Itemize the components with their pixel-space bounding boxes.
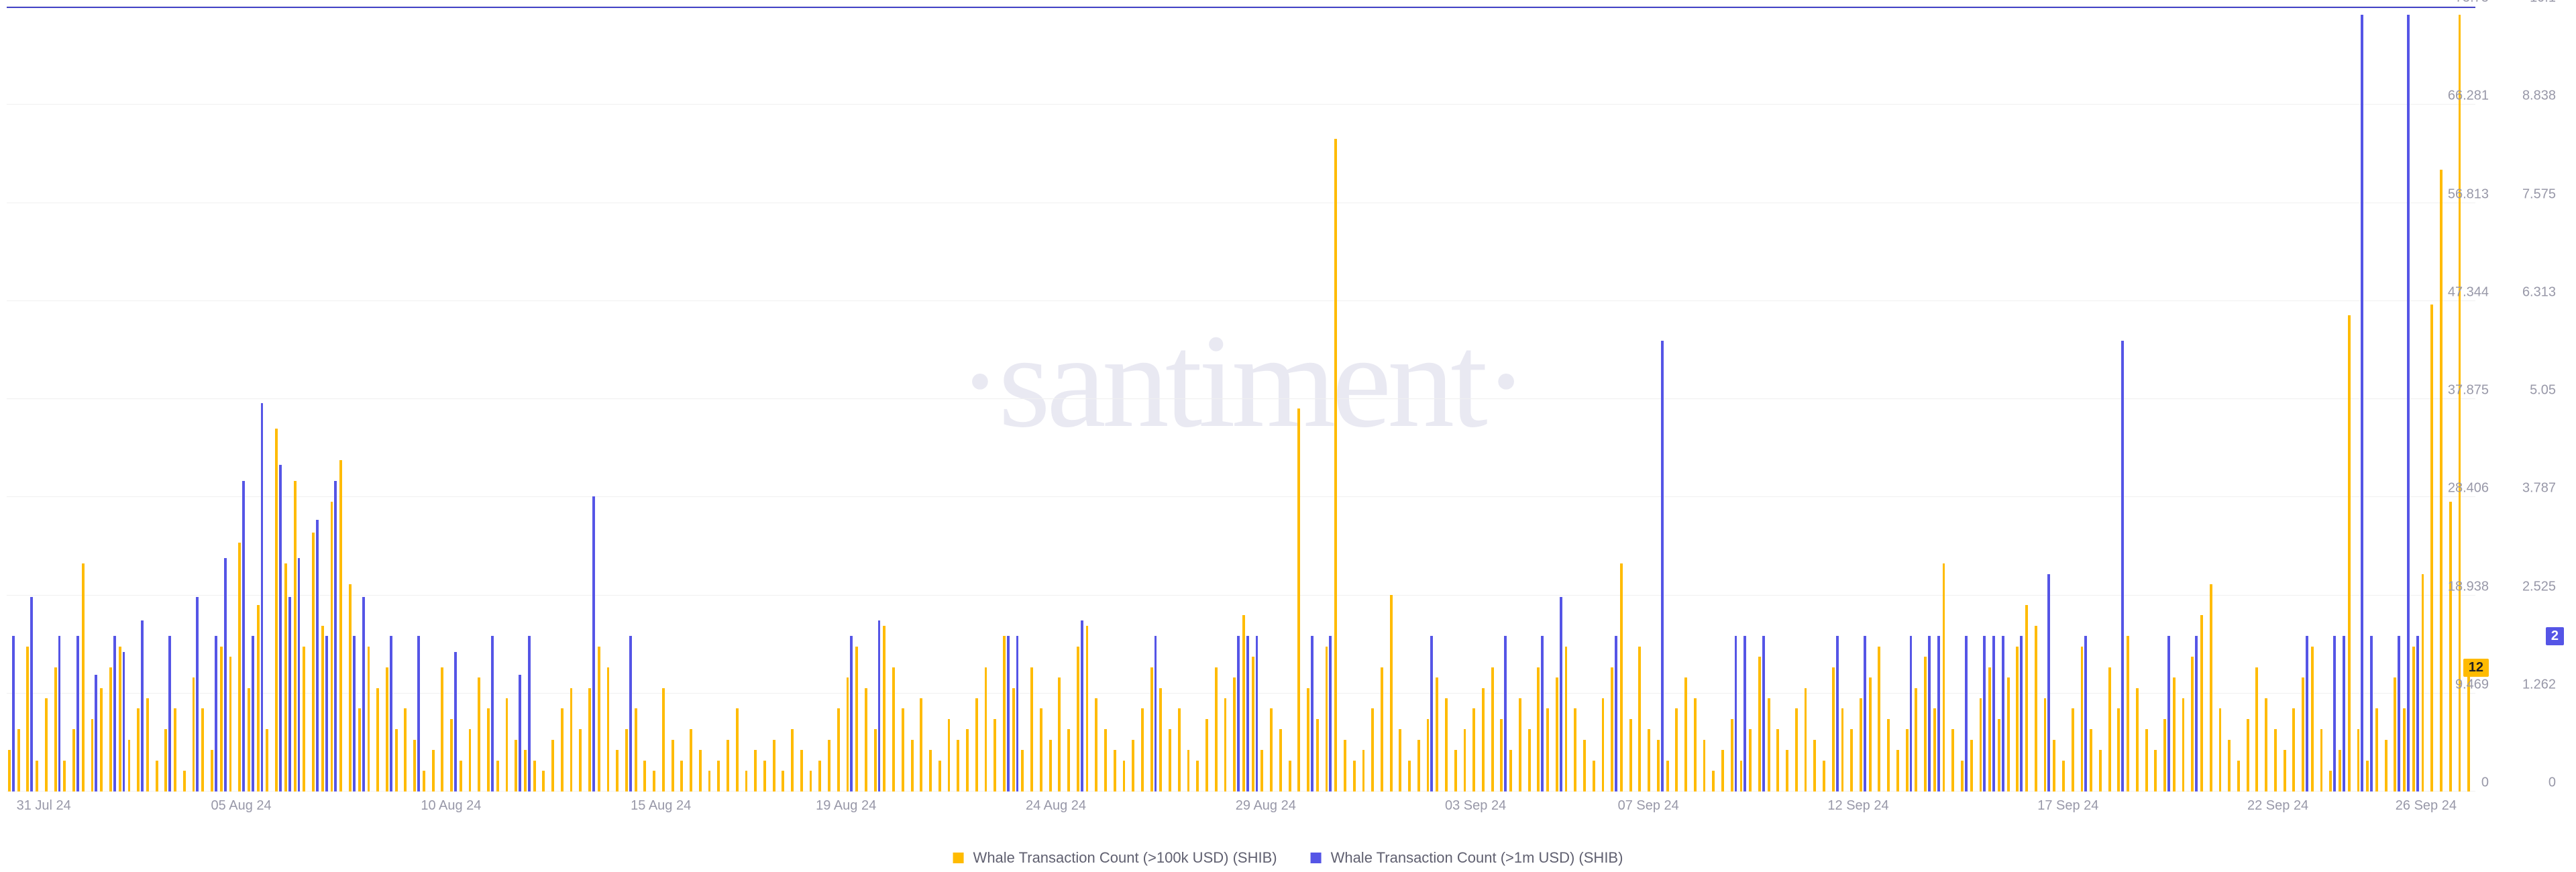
legend-label: Whale Transaction Count (>100k USD) (SHI… (973, 849, 1277, 867)
legend-item-100k[interactable]: Whale Transaction Count (>100k USD) (SHI… (953, 849, 1277, 867)
current-value-badge-right: 2 (2546, 627, 2564, 645)
chart-container: ·santiment· (7, 7, 2475, 792)
current-value-badge-left: 12 (2463, 659, 2489, 677)
legend: Whale Transaction Count (>100k USD) (SHI… (953, 849, 1623, 867)
x-axis: 31 Jul 2405 Aug 2410 Aug 2415 Aug 2419 A… (7, 798, 2475, 818)
y-axis-right: 01.2622.5253.7875.056.3137.5758.83810.1 (2502, 7, 2556, 792)
legend-label: Whale Transaction Count (>1m USD) (SHIB) (1331, 849, 1623, 867)
legend-item-1m[interactable]: Whale Transaction Count (>1m USD) (SHIB) (1311, 849, 1623, 867)
legend-swatch-icon (953, 853, 964, 863)
legend-swatch-icon (1311, 853, 1322, 863)
plot-area[interactable] (7, 8, 2475, 792)
